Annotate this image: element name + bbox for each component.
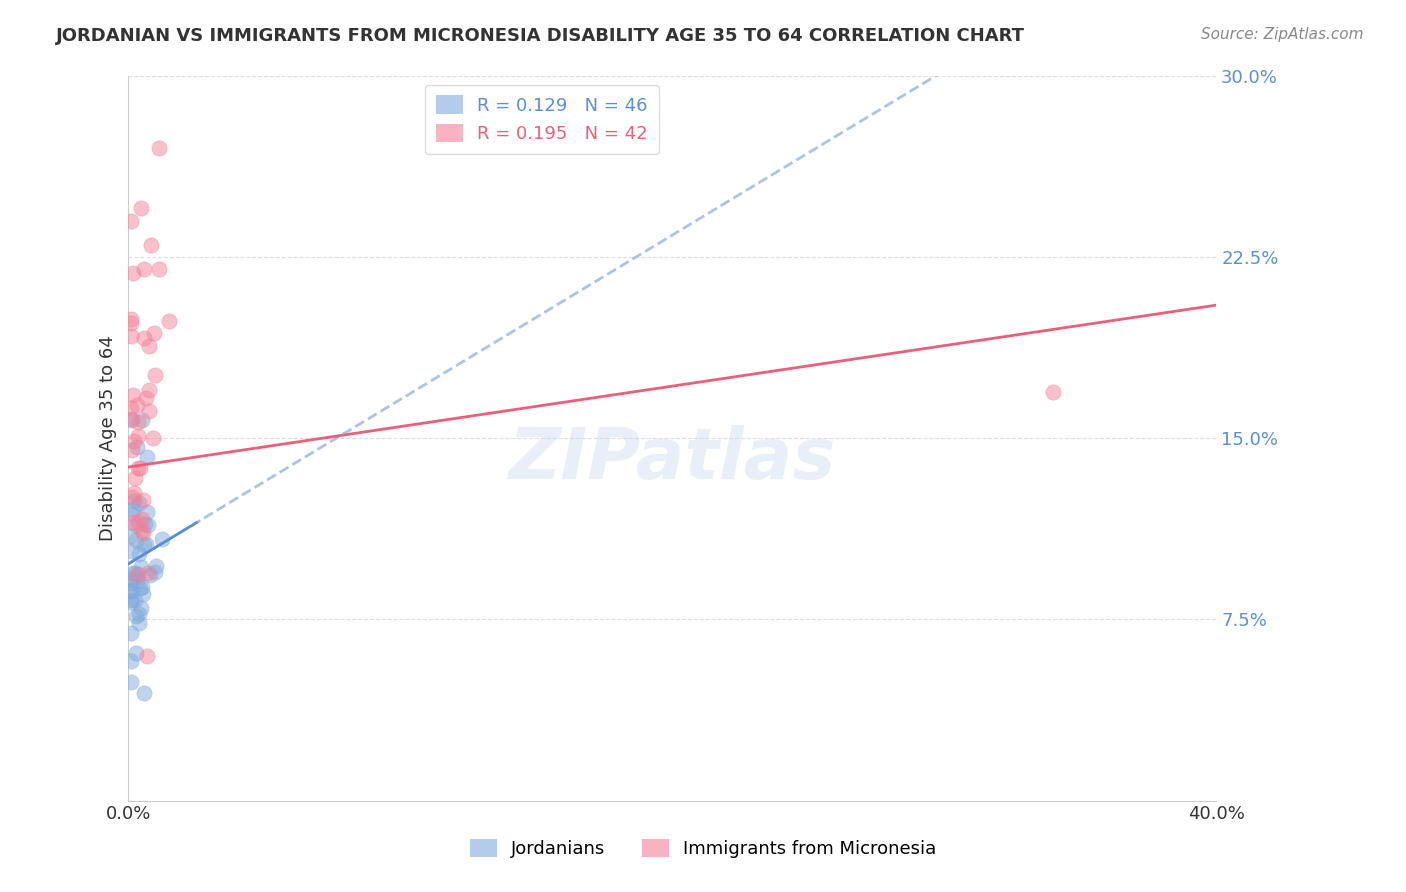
Immigrants from Micronesia [143, 368, 166, 382]
Jordanians [125, 609, 148, 624]
Jordanians [120, 572, 142, 586]
Immigrants from Micronesia [129, 202, 152, 216]
Immigrants from Micronesia [122, 434, 145, 449]
Immigrants from Micronesia [148, 261, 170, 276]
Jordanians [120, 529, 142, 543]
Jordanians [143, 566, 166, 580]
Jordanians [145, 558, 167, 573]
Jordanians [127, 566, 149, 581]
Immigrants from Micronesia [122, 486, 145, 500]
Immigrants from Micronesia [138, 383, 160, 397]
Jordanians [127, 440, 149, 454]
Jordanians [129, 600, 152, 615]
Jordanians [131, 413, 153, 427]
Immigrants from Micronesia [131, 523, 153, 537]
Jordanians [121, 502, 143, 516]
Jordanians [128, 547, 150, 561]
Immigrants from Micronesia [121, 388, 143, 402]
Jordanians [125, 533, 148, 547]
Jordanians [125, 646, 148, 660]
Text: JORDANIAN VS IMMIGRANTS FROM MICRONESIA DISABILITY AGE 35 TO 64 CORRELATION CHAR: JORDANIAN VS IMMIGRANTS FROM MICRONESIA … [56, 27, 1025, 45]
Immigrants from Micronesia [124, 471, 146, 485]
Immigrants from Micronesia [131, 512, 153, 526]
Immigrants from Micronesia [121, 442, 143, 457]
Jordanians [120, 654, 142, 668]
Jordanians [125, 517, 148, 532]
Immigrants from Micronesia [127, 429, 149, 443]
Jordanians [120, 575, 142, 590]
Immigrants from Micronesia [121, 515, 143, 529]
Jordanians [128, 496, 150, 510]
Immigrants from Micronesia [157, 313, 180, 327]
Immigrants from Micronesia [138, 566, 160, 581]
Immigrants from Micronesia [136, 648, 159, 663]
Jordanians [121, 413, 143, 427]
Jordanians [131, 580, 153, 594]
Jordanians [121, 507, 143, 521]
Jordanians [135, 537, 157, 551]
Jordanians [132, 538, 155, 552]
Jordanians [135, 505, 157, 519]
Immigrants from Micronesia [127, 515, 149, 529]
Immigrants from Micronesia [148, 141, 170, 155]
Immigrants from Micronesia [127, 415, 149, 429]
Immigrants from Micronesia [142, 431, 165, 445]
Immigrants from Micronesia [120, 412, 142, 426]
Y-axis label: Disability Age 35 to 64: Disability Age 35 to 64 [100, 335, 117, 541]
Immigrants from Micronesia [138, 404, 160, 418]
Immigrants from Micronesia [121, 265, 143, 279]
Jordanians [150, 532, 173, 546]
Jordanians [120, 626, 142, 640]
Immigrants from Micronesia [128, 460, 150, 475]
Immigrants from Micronesia [132, 492, 155, 507]
Immigrants from Micronesia [120, 312, 142, 326]
Jordanians [125, 574, 148, 589]
Jordanians [122, 493, 145, 508]
Immigrants from Micronesia [138, 339, 160, 353]
Jordanians [120, 583, 142, 598]
Legend: R = 0.129   N = 46, R = 0.195   N = 42: R = 0.129 N = 46, R = 0.195 N = 42 [425, 85, 659, 154]
Jordanians [122, 566, 145, 580]
Jordanians [128, 615, 150, 630]
Text: Source: ZipAtlas.com: Source: ZipAtlas.com [1201, 27, 1364, 42]
Immigrants from Micronesia [127, 461, 149, 475]
Immigrants from Micronesia [120, 213, 142, 227]
Jordanians [132, 686, 155, 700]
Jordanians [120, 593, 142, 607]
Immigrants from Micronesia [132, 331, 155, 345]
Immigrants from Micronesia [135, 391, 157, 405]
Immigrants from Micronesia [120, 401, 142, 416]
Immigrants from Micronesia [1042, 385, 1064, 400]
Jordanians [134, 516, 156, 531]
Immigrants from Micronesia [143, 326, 166, 340]
Jordanians [124, 593, 146, 607]
Immigrants from Micronesia [120, 328, 142, 343]
Immigrants from Micronesia [134, 261, 156, 276]
Immigrants from Micronesia [121, 490, 143, 504]
Legend: Jordanians, Immigrants from Micronesia: Jordanians, Immigrants from Micronesia [463, 831, 943, 865]
Text: ZIPatlas: ZIPatlas [509, 425, 837, 494]
Jordanians [129, 581, 152, 595]
Jordanians [136, 450, 159, 465]
Jordanians [124, 566, 146, 580]
Immigrants from Micronesia [125, 398, 148, 412]
Jordanians [132, 587, 155, 601]
Jordanians [120, 595, 142, 609]
Jordanians [136, 518, 159, 533]
Jordanians [120, 584, 142, 599]
Immigrants from Micronesia [141, 237, 163, 252]
Immigrants from Micronesia [127, 567, 149, 582]
Jordanians [138, 568, 160, 582]
Jordanians [120, 675, 142, 690]
Immigrants from Micronesia [132, 525, 155, 540]
Immigrants from Micronesia [120, 316, 142, 330]
Jordanians [128, 607, 150, 622]
Jordanians [129, 560, 152, 574]
Jordanians [120, 543, 142, 558]
